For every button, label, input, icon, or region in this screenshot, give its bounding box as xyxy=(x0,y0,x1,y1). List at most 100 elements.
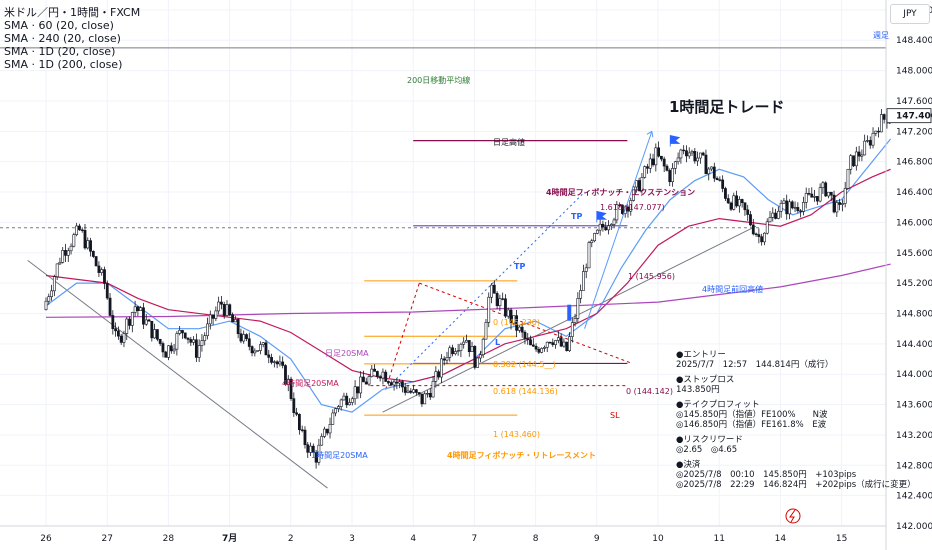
candle-body xyxy=(181,330,184,334)
candle-body xyxy=(788,201,791,215)
y-tick-label: 147.600 xyxy=(896,97,932,107)
candle-body xyxy=(214,310,218,319)
candle-body xyxy=(810,193,814,198)
candle-body xyxy=(72,234,76,247)
candle-body xyxy=(94,256,98,267)
fib-connector xyxy=(385,282,420,390)
candle-body xyxy=(128,318,131,326)
candle-body xyxy=(448,347,452,358)
candle-body xyxy=(245,334,248,340)
candle-body xyxy=(136,306,140,311)
candle-body xyxy=(584,267,588,272)
tp-label-2: TP xyxy=(514,262,526,271)
ext-1618-label: 1.618 (147.077) xyxy=(600,203,665,212)
candle-body xyxy=(671,168,674,183)
candle-body xyxy=(874,130,878,134)
legend-sma-60[interactable]: SMA · 60 (20, close) xyxy=(4,19,114,32)
candle-body xyxy=(682,149,686,152)
legend-sma-1d-200[interactable]: SMA · 1D (200, close) xyxy=(4,58,123,71)
x-tick-label: 28 xyxy=(163,534,175,544)
candle-body xyxy=(55,263,59,277)
h1-20sma-label: 1時間足20SMA xyxy=(311,451,368,460)
candle-body xyxy=(484,322,488,340)
candle-body xyxy=(818,187,822,202)
candle-body xyxy=(715,177,719,181)
x-tick-label: 14 xyxy=(775,534,787,544)
candle-body xyxy=(849,155,853,170)
candle-body xyxy=(409,390,413,393)
candle-body xyxy=(211,314,215,319)
candle-body xyxy=(206,323,209,336)
candle-body xyxy=(155,329,159,340)
candle-body xyxy=(735,195,738,207)
candle-body xyxy=(392,381,396,386)
trade-info-panel: ●エントリー 2025/7/7 12:57 144.814円（成行） ●ストップ… xyxy=(676,350,916,495)
ret-0618-label: 0.618 (144.136) xyxy=(493,387,558,396)
candle-body xyxy=(793,207,797,209)
x-tick-label: 9 xyxy=(594,534,600,544)
candle-body xyxy=(866,140,869,142)
candle-body xyxy=(587,242,591,269)
candle-body xyxy=(331,412,335,425)
candle-body xyxy=(325,428,329,434)
tp-flag-icon xyxy=(596,210,607,223)
candle-body xyxy=(813,196,816,198)
candle-body xyxy=(520,326,524,333)
candle-body xyxy=(442,358,446,361)
y-tick-label: 142.800 xyxy=(896,461,932,471)
candle-body xyxy=(651,158,655,166)
candle-body xyxy=(233,319,237,323)
candle-body xyxy=(250,346,254,354)
y-tick-label: 143.600 xyxy=(896,401,932,411)
candle-body xyxy=(501,298,505,300)
candle-body xyxy=(531,344,535,347)
candle-body xyxy=(194,339,198,358)
currency-label[interactable]: JPY xyxy=(890,4,930,24)
candle-body xyxy=(83,230,87,249)
stop-line: 143.850円 xyxy=(676,385,720,396)
x-tick-label: 3 xyxy=(349,534,355,544)
y-tick-label: 146.400 xyxy=(896,188,932,198)
candle-body xyxy=(832,194,836,213)
candle-body xyxy=(724,188,727,199)
fibonacci-lines xyxy=(364,140,631,416)
legend-sma-1d-20[interactable]: SMA · 1D (20, close) xyxy=(4,45,116,58)
candle-body xyxy=(629,200,633,212)
ext-0-label: 0 (144.142) xyxy=(626,387,673,396)
tp-label-1: TP xyxy=(571,212,583,221)
candle-body xyxy=(721,179,725,189)
candle-body xyxy=(412,389,415,393)
candle-body xyxy=(776,210,780,219)
candle-body xyxy=(111,315,115,329)
candle-body xyxy=(423,393,427,405)
candle-body xyxy=(61,250,65,263)
ret-0-label: 0 (145.230) xyxy=(493,318,540,327)
h4-20sma-label: 4時間足20SMA xyxy=(282,379,339,388)
daily-20sma-label: 日足20SMA xyxy=(325,349,369,358)
candle-body xyxy=(267,354,271,358)
legend-sma-240[interactable]: SMA · 240 (20, close) xyxy=(4,32,121,45)
candle-body xyxy=(643,166,647,178)
last-price-tag xyxy=(886,108,932,124)
symbol-title[interactable]: 米ドル／円・1時間・FXCM xyxy=(4,6,141,19)
candle-body xyxy=(80,229,84,231)
candle-body xyxy=(704,154,708,175)
candle-body xyxy=(763,232,766,243)
candle-body xyxy=(637,180,641,192)
time-axis[interactable]: 26 27 28 7月 2 3 4 7 8 9 10 11 14 15 xyxy=(0,525,886,544)
candle-body xyxy=(125,318,129,334)
candle-body xyxy=(634,180,638,188)
tp-title: ●テイクプロフィット xyxy=(676,399,760,410)
candle-body xyxy=(339,399,343,407)
candle-body xyxy=(217,301,221,312)
candle-body xyxy=(537,348,541,353)
candle-body xyxy=(364,381,368,385)
candle-body xyxy=(840,203,844,205)
candle-body xyxy=(336,406,340,409)
candle-body xyxy=(749,214,752,226)
daily-high-label: 日足高値 xyxy=(493,138,525,147)
candle-body xyxy=(478,354,482,359)
candle-body xyxy=(66,250,70,256)
candle-body xyxy=(835,202,839,213)
